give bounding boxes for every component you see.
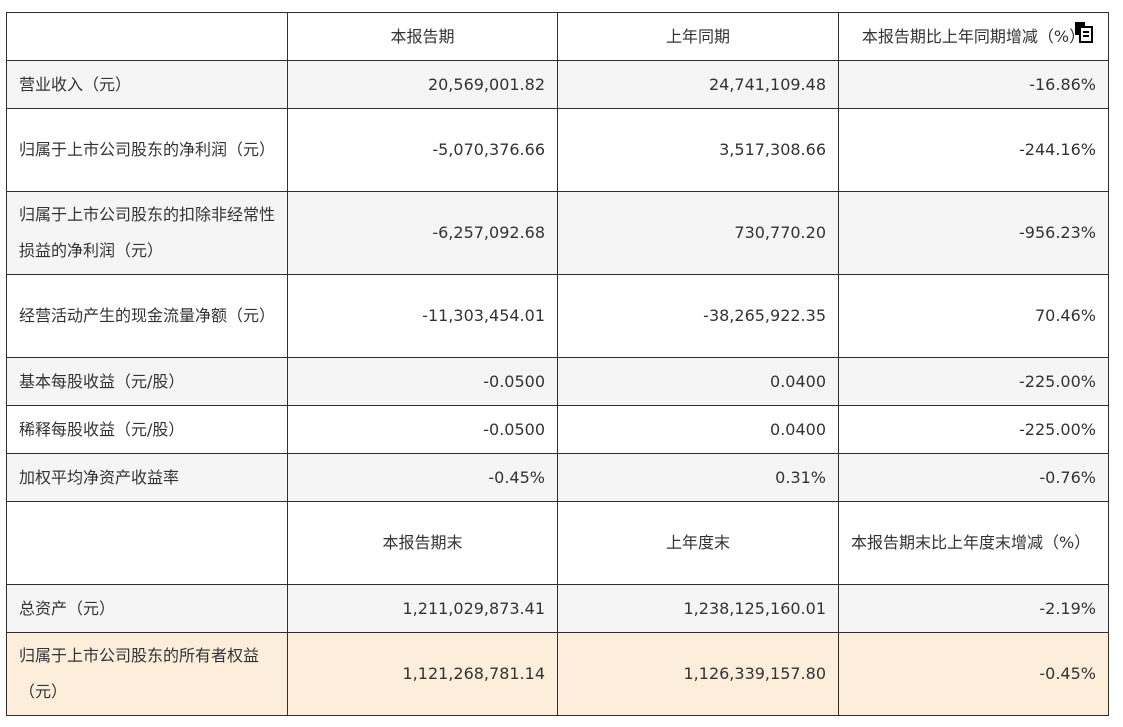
subheader-cell-period-end: 本报告期末	[287, 501, 558, 585]
row-previous-value: 24,741,109.48	[557, 60, 839, 109]
copy-icon[interactable]	[1072, 20, 1096, 44]
row-previous-value: 730,770.20	[557, 191, 839, 275]
row-label: 归属于上市公司股东的净利润（元）	[6, 108, 288, 192]
header-cell-change-percent: 本报告期比上年同期增减（%）	[838, 12, 1109, 61]
row-previous-value: 1,238,125,160.01	[557, 584, 839, 633]
row-label: 总资产（元）	[6, 584, 288, 633]
table-header-row: 本报告期 上年同期 本报告期比上年同期增减（%）	[6, 12, 1109, 61]
financial-table-container: 本报告期 上年同期 本报告期比上年同期增减（%） 营业收入（元） 20,569,…	[6, 12, 1109, 716]
row-current-value: 20,569,001.82	[287, 60, 558, 109]
copy-icon-svg	[1075, 22, 1093, 43]
row-previous-value: 0.0400	[557, 405, 839, 454]
row-current-value: 1,211,029,873.41	[287, 584, 558, 633]
subheader-cell-last-year-end: 上年度末	[557, 501, 839, 585]
subheader-cell-change-percent: 本报告期末比上年度末增减（%）	[838, 501, 1109, 585]
subheader-cell-blank	[6, 501, 288, 585]
table-row: 稀释每股收益（元/股） -0.0500 0.0400 -225.00%	[6, 405, 1109, 454]
row-change-value: -2.19%	[838, 584, 1109, 633]
table-row: 加权平均净资产收益率 -0.45% 0.31% -0.76%	[6, 453, 1109, 502]
table-row: 归属于上市公司股东的扣除非经常性损益的净利润（元） -6,257,092.68 …	[6, 191, 1109, 275]
row-previous-value: 1,126,339,157.80	[557, 632, 839, 716]
table-row: 经营活动产生的现金流量净额（元） -11,303,454.01 -38,265,…	[6, 274, 1109, 358]
row-previous-value: 0.0400	[557, 357, 839, 406]
row-change-value: -225.00%	[838, 357, 1109, 406]
row-current-value: -5,070,376.66	[287, 108, 558, 192]
row-previous-value: -38,265,922.35	[557, 274, 839, 358]
table-row: 归属于上市公司股东的净利润（元） -5,070,376.66 3,517,308…	[6, 108, 1109, 192]
table-row: 营业收入（元） 20,569,001.82 24,741,109.48 -16.…	[6, 60, 1109, 109]
financial-data-table: 本报告期 上年同期 本报告期比上年同期增减（%） 营业收入（元） 20,569,…	[6, 12, 1109, 716]
table-row-highlighted: 归属于上市公司股东的所有者权益（元） 1,121,268,781.14 1,12…	[6, 632, 1109, 716]
row-current-value: -0.0500	[287, 405, 558, 454]
row-change-value: -244.16%	[838, 108, 1109, 192]
row-current-value: -6,257,092.68	[287, 191, 558, 275]
row-label: 归属于上市公司股东的扣除非经常性损益的净利润（元）	[6, 191, 288, 275]
row-current-value: -0.45%	[287, 453, 558, 502]
row-label: 经营活动产生的现金流量净额（元）	[6, 274, 288, 358]
row-label: 归属于上市公司股东的所有者权益（元）	[6, 632, 288, 716]
row-label: 加权平均净资产收益率	[6, 453, 288, 502]
row-current-value: -11,303,454.01	[287, 274, 558, 358]
row-change-value: -0.76%	[838, 453, 1109, 502]
row-previous-value: 3,517,308.66	[557, 108, 839, 192]
table-row: 基本每股收益（元/股） -0.0500 0.0400 -225.00%	[6, 357, 1109, 406]
row-change-value: -225.00%	[838, 405, 1109, 454]
row-change-value: 70.46%	[838, 274, 1109, 358]
row-change-value: -16.86%	[838, 60, 1109, 109]
header-cell-same-period-last-year: 上年同期	[557, 12, 839, 61]
row-label: 营业收入（元）	[6, 60, 288, 109]
row-label: 稀释每股收益（元/股）	[6, 405, 288, 454]
table-subheader-row: 本报告期末 上年度末 本报告期末比上年度末增减（%）	[6, 501, 1109, 585]
row-change-value: -0.45%	[838, 632, 1109, 716]
row-previous-value: 0.31%	[557, 453, 839, 502]
header-cell-blank	[6, 12, 288, 61]
row-current-value: 1,121,268,781.14	[287, 632, 558, 716]
row-change-value: -956.23%	[838, 191, 1109, 275]
header-cell-current-period: 本报告期	[287, 12, 558, 61]
row-current-value: -0.0500	[287, 357, 558, 406]
row-label: 基本每股收益（元/股）	[6, 357, 288, 406]
table-row: 总资产（元） 1,211,029,873.41 1,238,125,160.01…	[6, 584, 1109, 633]
